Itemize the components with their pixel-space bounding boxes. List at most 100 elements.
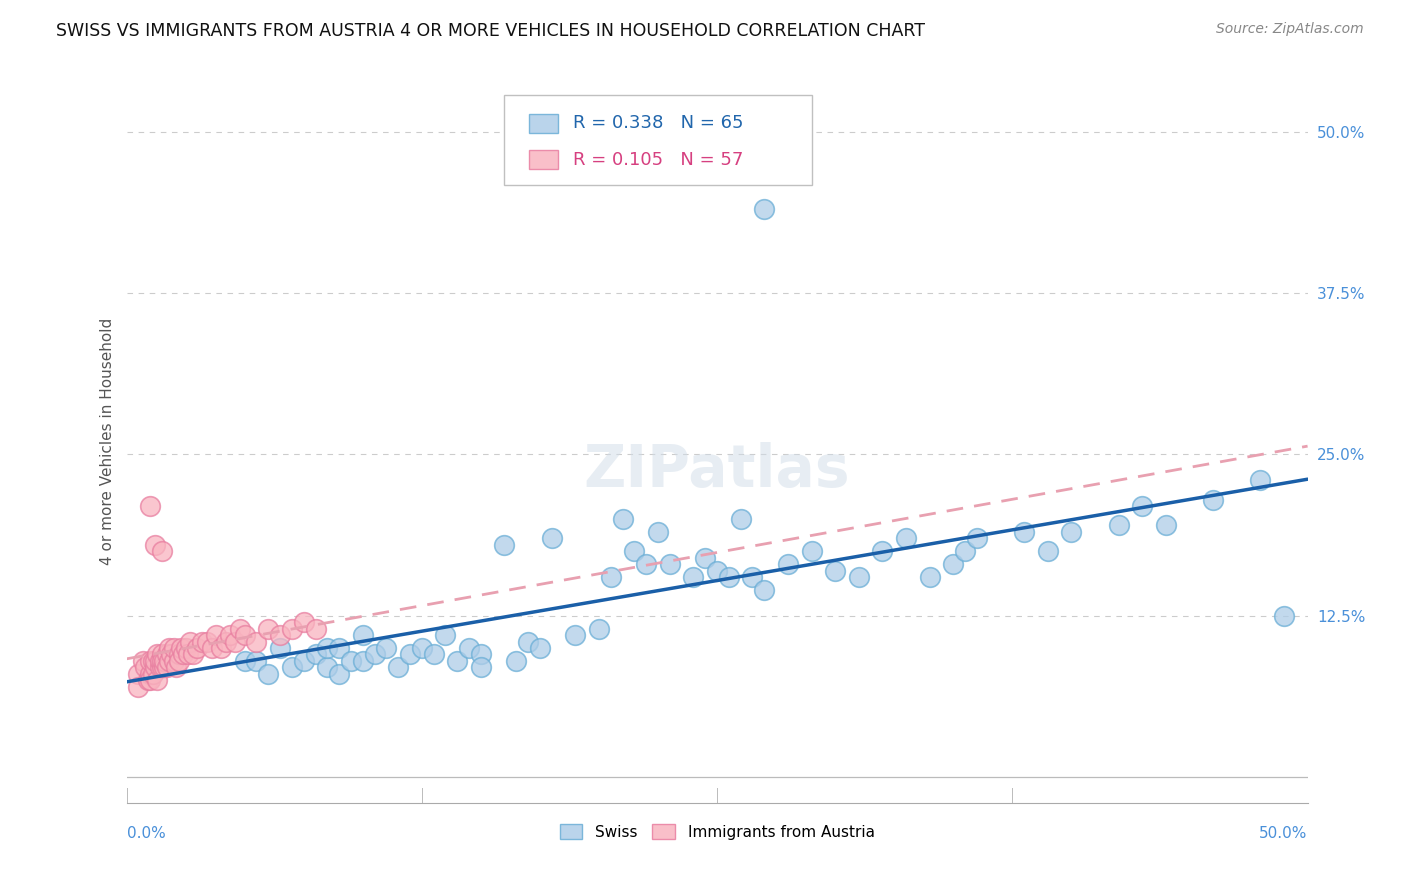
Text: R = 0.105   N = 57: R = 0.105 N = 57 bbox=[574, 151, 744, 169]
Point bbox=[304, 622, 326, 636]
Point bbox=[564, 628, 586, 642]
Point bbox=[658, 557, 681, 571]
Point bbox=[281, 660, 304, 674]
Text: R = 0.338   N = 65: R = 0.338 N = 65 bbox=[574, 114, 744, 132]
Point bbox=[170, 640, 193, 655]
Point bbox=[316, 640, 339, 655]
Point bbox=[136, 673, 159, 688]
Point bbox=[741, 570, 763, 584]
Point bbox=[150, 654, 173, 668]
Point bbox=[800, 544, 823, 558]
Point bbox=[1060, 524, 1083, 539]
Point bbox=[200, 640, 222, 655]
Point bbox=[966, 531, 988, 545]
Point bbox=[224, 634, 246, 648]
Point bbox=[219, 628, 242, 642]
Point bbox=[163, 654, 186, 668]
Legend: Swiss, Immigrants from Austria: Swiss, Immigrants from Austria bbox=[554, 818, 880, 846]
Point bbox=[156, 648, 179, 662]
Point bbox=[1012, 524, 1035, 539]
Point bbox=[233, 628, 256, 642]
Point bbox=[191, 634, 214, 648]
Point bbox=[848, 570, 870, 584]
Point bbox=[588, 622, 610, 636]
Point bbox=[150, 544, 173, 558]
Point bbox=[139, 673, 162, 688]
Point bbox=[1154, 518, 1177, 533]
Point bbox=[517, 634, 540, 648]
Point bbox=[143, 538, 166, 552]
Point bbox=[872, 544, 894, 558]
Point bbox=[352, 628, 374, 642]
Point bbox=[163, 640, 186, 655]
Text: ZIPatlas: ZIPatlas bbox=[583, 442, 851, 499]
Point bbox=[269, 628, 291, 642]
Point bbox=[399, 648, 422, 662]
Point bbox=[754, 202, 776, 217]
Point bbox=[918, 570, 941, 584]
Point bbox=[134, 660, 156, 674]
Point bbox=[139, 499, 162, 513]
Point bbox=[776, 557, 799, 571]
Text: SWISS VS IMMIGRANTS FROM AUSTRIA 4 OR MORE VEHICLES IN HOUSEHOLD CORRELATION CHA: SWISS VS IMMIGRANTS FROM AUSTRIA 4 OR MO… bbox=[56, 22, 925, 40]
Point bbox=[205, 628, 228, 642]
Point bbox=[612, 512, 634, 526]
Point bbox=[599, 570, 621, 584]
Point bbox=[257, 622, 280, 636]
Point bbox=[953, 544, 976, 558]
Point bbox=[529, 640, 551, 655]
Point bbox=[149, 660, 172, 674]
Point bbox=[470, 660, 492, 674]
Point bbox=[1036, 544, 1059, 558]
Point bbox=[209, 640, 232, 655]
Point bbox=[141, 654, 163, 668]
Point bbox=[1130, 499, 1153, 513]
Point bbox=[304, 648, 326, 662]
Point bbox=[139, 666, 162, 681]
FancyBboxPatch shape bbox=[505, 95, 811, 185]
Point bbox=[328, 666, 350, 681]
FancyBboxPatch shape bbox=[529, 150, 558, 169]
Point bbox=[146, 648, 169, 662]
Point bbox=[245, 654, 267, 668]
Point bbox=[434, 628, 457, 642]
Point bbox=[165, 660, 187, 674]
Point bbox=[1202, 492, 1225, 507]
Point bbox=[458, 640, 481, 655]
Point bbox=[375, 640, 398, 655]
Point bbox=[706, 564, 728, 578]
FancyBboxPatch shape bbox=[529, 113, 558, 133]
Point bbox=[167, 648, 190, 662]
Point bbox=[157, 640, 180, 655]
Point bbox=[470, 648, 492, 662]
Point bbox=[132, 654, 155, 668]
Text: 0.0%: 0.0% bbox=[127, 826, 166, 841]
Point bbox=[181, 648, 204, 662]
Point bbox=[292, 654, 315, 668]
Point bbox=[139, 654, 162, 668]
Point bbox=[316, 660, 339, 674]
Point bbox=[292, 615, 315, 630]
Point bbox=[363, 648, 385, 662]
Point bbox=[157, 654, 180, 668]
Point bbox=[754, 582, 776, 597]
Point bbox=[229, 622, 252, 636]
Point bbox=[143, 660, 166, 674]
Point bbox=[494, 538, 516, 552]
Point bbox=[717, 570, 740, 584]
Text: Source: ZipAtlas.com: Source: ZipAtlas.com bbox=[1216, 22, 1364, 37]
Point bbox=[1249, 473, 1271, 487]
Point bbox=[156, 660, 179, 674]
Point bbox=[730, 512, 752, 526]
Point bbox=[352, 654, 374, 668]
Point bbox=[942, 557, 965, 571]
Point bbox=[411, 640, 433, 655]
Point bbox=[682, 570, 704, 584]
Point bbox=[824, 564, 846, 578]
Point bbox=[623, 544, 645, 558]
Point bbox=[172, 648, 194, 662]
Point bbox=[281, 622, 304, 636]
Point bbox=[328, 640, 350, 655]
Y-axis label: 4 or more Vehicles in Household: 4 or more Vehicles in Household bbox=[100, 318, 115, 566]
Point bbox=[174, 640, 197, 655]
